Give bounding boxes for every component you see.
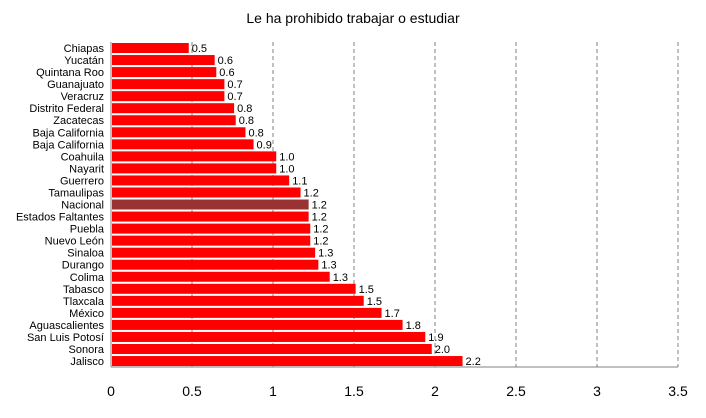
data-label: 1.5: [367, 296, 382, 308]
bar: [112, 175, 290, 186]
bar: [112, 295, 364, 306]
category-label: Yucatán: [64, 55, 104, 67]
bar: [112, 211, 309, 222]
category-label: Coahuila: [61, 151, 105, 163]
data-label: 1.3: [333, 272, 348, 284]
bar: [112, 139, 254, 150]
category-label: Colima: [70, 272, 105, 284]
data-label: 1.5: [359, 284, 374, 296]
category-label: Aguascalientes: [29, 320, 104, 332]
x-tick-label: 1: [269, 383, 277, 399]
bar: [112, 235, 311, 246]
bar: [112, 344, 432, 354]
bar: [112, 223, 311, 234]
bar: [112, 91, 225, 102]
bar: [112, 247, 316, 258]
category-label: Nayarit: [69, 163, 104, 175]
bar: [112, 163, 277, 174]
data-label: 0.5: [192, 43, 207, 55]
bar: [112, 356, 463, 367]
data-label: 0.8: [239, 115, 254, 127]
data-label: 0.9: [257, 139, 272, 151]
chart-title: Le ha prohibido trabajar o estudiar: [246, 10, 460, 26]
category-label: Tamaulipas: [48, 187, 104, 199]
data-label: 1.2: [304, 187, 319, 199]
bar: [112, 43, 189, 53]
bar: [112, 79, 225, 90]
data-label: 1.7: [385, 308, 400, 320]
bar: [112, 127, 246, 138]
category-label: Guerrero: [60, 175, 104, 187]
category-label: Baja California: [32, 127, 104, 139]
category-label: Nuevo León: [45, 236, 104, 248]
bar: [112, 259, 319, 270]
category-label: Chiapas: [64, 43, 105, 55]
data-label: 1.3: [321, 260, 336, 272]
bar: [112, 151, 277, 162]
data-label: 2.0: [435, 344, 450, 356]
data-label: 1.8: [406, 320, 421, 332]
category-label: Tlaxcala: [63, 296, 105, 308]
x-tick-label: 0.5: [182, 383, 202, 399]
category-label: Nacional: [61, 200, 104, 212]
bar: [112, 55, 215, 66]
x-tick-label: 1.5: [344, 383, 364, 399]
x-tick-label: 3.5: [668, 383, 688, 399]
bar: [112, 115, 236, 126]
x-tick-label: 0: [107, 383, 115, 399]
data-label: 1.2: [312, 200, 327, 212]
category-label: Jalisco: [70, 356, 104, 368]
data-label: 1.0: [279, 163, 294, 175]
x-tick-label: 2.5: [506, 383, 526, 399]
data-label: 2.2: [466, 356, 481, 368]
category-label: México: [69, 308, 104, 320]
data-label: 1.2: [313, 224, 328, 236]
category-label: Sinaloa: [67, 248, 105, 260]
category-label: Puebla: [70, 224, 105, 236]
category-label: San Luis Potosí: [27, 332, 104, 344]
data-label: 1.3: [318, 248, 333, 260]
bar: [112, 103, 235, 114]
bar: [112, 331, 426, 342]
category-label: Distrito Federal: [29, 103, 104, 115]
bar: [112, 271, 330, 282]
data-label: 1.2: [312, 212, 327, 224]
data-label: 0.7: [227, 79, 242, 91]
category-label: Durango: [62, 260, 104, 272]
data-label: 1.2: [313, 236, 328, 248]
data-label: 0.7: [227, 91, 242, 103]
data-label: 1.1: [292, 175, 307, 187]
data-label: 1.9: [428, 332, 443, 344]
bar: [112, 319, 403, 330]
data-label: 1.0: [279, 151, 294, 163]
category-label: Zacatecas: [53, 115, 104, 127]
x-tick-label: 2: [431, 383, 439, 399]
data-label: 0.6: [219, 67, 234, 79]
category-label: Baja California: [32, 139, 104, 151]
x-tick-label: 3: [593, 383, 601, 399]
bar: [112, 67, 217, 78]
data-label: 0.8: [237, 103, 252, 115]
bar: [112, 199, 309, 210]
category-label: Sonora: [69, 344, 105, 356]
bar: [112, 307, 382, 318]
category-label: Estados Faltantes: [16, 212, 105, 224]
data-label: 0.6: [218, 55, 233, 67]
bar: [112, 187, 301, 198]
bar: [112, 283, 356, 294]
data-label: 0.8: [248, 127, 263, 139]
category-label: Veracruz: [61, 91, 104, 103]
category-label: Guanajuato: [47, 79, 104, 91]
category-label: Quintana Roo: [36, 67, 104, 79]
category-label: Tabasco: [63, 284, 104, 296]
